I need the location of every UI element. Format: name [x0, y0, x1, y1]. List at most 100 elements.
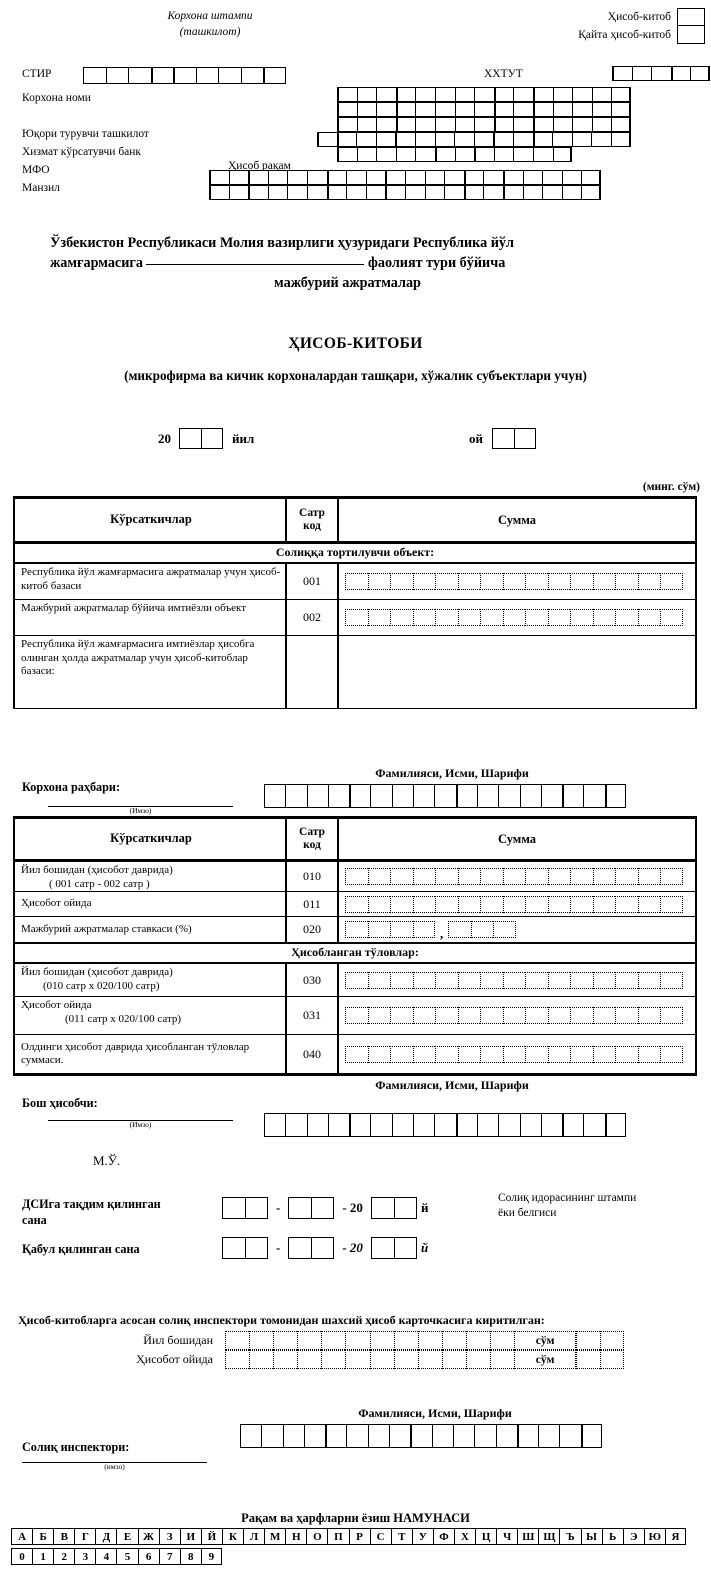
row-020-rate-field[interactable]: , [339, 917, 697, 942]
fio-cell[interactable] [285, 1113, 307, 1137]
parent-org-grid[interactable] [317, 132, 631, 148]
rate-integer-grid[interactable] [345, 921, 435, 938]
money-cell[interactable] [390, 1045, 413, 1063]
activity-type-blank[interactable] [146, 264, 365, 265]
grid-cell[interactable] [337, 147, 357, 163]
money-cell[interactable] [615, 1007, 638, 1024]
grid-cell[interactable] [404, 185, 425, 201]
grid-cell[interactable] [248, 170, 268, 186]
money-cell[interactable] [570, 971, 593, 989]
inspector-cell[interactable] [393, 1331, 418, 1350]
fio-cell[interactable] [452, 1424, 475, 1448]
money-cell[interactable] [480, 1045, 503, 1063]
grid-cell[interactable] [356, 147, 377, 163]
fio-cell[interactable] [413, 784, 435, 808]
fio-cell[interactable] [476, 1113, 499, 1137]
fio-cell[interactable] [431, 1424, 453, 1448]
fio-cell[interactable] [540, 784, 563, 808]
money-cell[interactable] [367, 573, 390, 590]
grid-cell[interactable] [287, 170, 307, 186]
fio-cell[interactable] [410, 1424, 432, 1448]
grid-cell[interactable] [522, 170, 543, 186]
money-cell[interactable] [592, 609, 615, 626]
grid-cell[interactable] [493, 87, 514, 103]
grid-cell[interactable] [415, 147, 435, 163]
fio-cell[interactable] [327, 784, 350, 808]
money-cell[interactable] [457, 895, 480, 913]
grid-cell[interactable] [415, 102, 435, 118]
money-cell[interactable] [367, 609, 390, 626]
grid-cell[interactable] [552, 102, 573, 118]
stir-cell[interactable] [150, 67, 173, 84]
submitted-day-cell[interactable] [245, 1197, 268, 1219]
grid-cell[interactable] [376, 102, 396, 118]
grid-cell[interactable] [375, 132, 396, 148]
money-cell[interactable] [637, 895, 660, 913]
grid-cell[interactable] [356, 132, 376, 148]
money-cell[interactable] [525, 609, 548, 626]
grid-cell[interactable] [414, 132, 435, 148]
grid-cell[interactable] [326, 185, 347, 201]
fio-cell[interactable] [604, 1113, 627, 1137]
money-cell[interactable] [345, 609, 368, 626]
company-name-grid-row-3[interactable] [337, 117, 631, 133]
grid-cell[interactable] [532, 132, 553, 148]
grid-cell[interactable] [502, 185, 523, 201]
rate-cell[interactable] [448, 921, 471, 938]
money-cell[interactable] [615, 609, 638, 626]
row-030-sum-field[interactable] [339, 964, 697, 996]
fio-cell[interactable] [367, 1424, 390, 1448]
rate-cell[interactable] [390, 921, 413, 938]
grid-cell[interactable] [306, 185, 327, 201]
fio-cell[interactable] [327, 1113, 350, 1137]
grid-cell[interactable] [591, 132, 611, 148]
grid-cell[interactable] [454, 87, 475, 103]
money-cell[interactable] [435, 609, 458, 626]
fio-cell[interactable] [346, 1424, 368, 1448]
money-cell[interactable] [637, 868, 660, 885]
grid-cell[interactable] [317, 132, 337, 148]
grid-cell[interactable] [473, 132, 494, 148]
fio-cell[interactable] [413, 1113, 435, 1137]
money-cell[interactable] [480, 868, 503, 885]
money-cell[interactable] [345, 868, 368, 885]
row-011-sum-field[interactable] [339, 892, 697, 916]
grid-cell[interactable] [493, 117, 514, 133]
grid-cell[interactable] [561, 170, 582, 186]
year-cell[interactable] [201, 428, 223, 449]
money-grid[interactable] [345, 1045, 683, 1063]
money-cell[interactable] [390, 609, 413, 626]
inspector-cell[interactable] [465, 1350, 491, 1369]
grid-cell[interactable] [415, 87, 435, 103]
money-cell[interactable] [435, 868, 458, 885]
inspector-cell[interactable] [600, 1331, 625, 1350]
fio-cell[interactable] [391, 1113, 414, 1137]
fio-cell[interactable] [604, 784, 627, 808]
money-cell[interactable] [570, 609, 593, 626]
money-cell[interactable] [435, 573, 458, 590]
grid-cell[interactable] [376, 147, 396, 163]
money-cell[interactable] [502, 868, 525, 885]
money-cell[interactable] [660, 895, 683, 913]
money-cell[interactable] [660, 971, 683, 989]
month-cell[interactable] [514, 428, 536, 449]
grid-cell[interactable] [532, 117, 553, 133]
grid-cell[interactable] [522, 185, 543, 201]
money-cell[interactable] [660, 868, 683, 885]
money-cell[interactable] [367, 971, 390, 989]
money-cell[interactable] [592, 573, 615, 590]
money-cell[interactable] [367, 895, 390, 913]
company-name-grid-row-1[interactable] [337, 87, 631, 103]
fio-cell[interactable] [562, 784, 584, 808]
grid-cell[interactable] [385, 185, 405, 201]
inspector-cell[interactable] [297, 1331, 322, 1350]
submitted-year-cell[interactable] [393, 1197, 417, 1219]
submitted-date-fields[interactable]: - - 20 й [222, 1197, 428, 1219]
fio-cell[interactable] [519, 1113, 541, 1137]
money-cell[interactable] [412, 971, 435, 989]
money-cell[interactable] [435, 1007, 458, 1024]
grid-cell[interactable] [532, 102, 553, 118]
money-cell[interactable] [367, 1007, 390, 1024]
money-cell[interactable] [345, 1045, 368, 1063]
inspector-cell[interactable] [490, 1331, 515, 1350]
